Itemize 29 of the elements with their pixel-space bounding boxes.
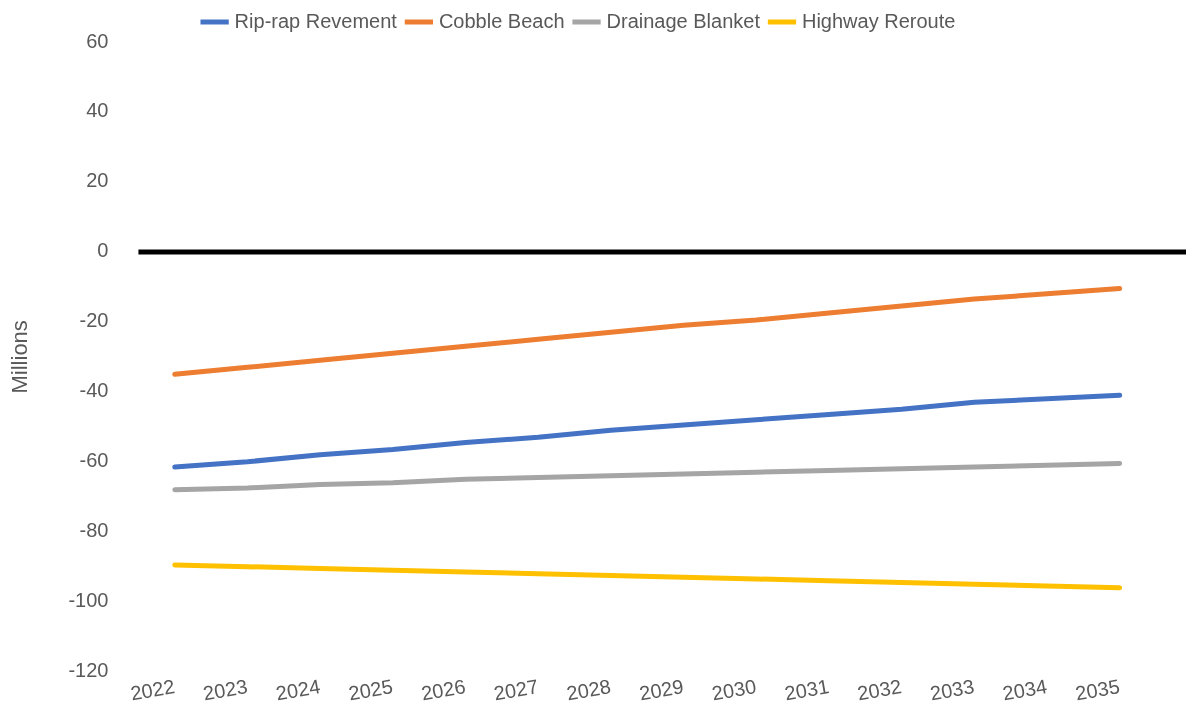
y-tick-label: -80	[79, 519, 109, 542]
y-tick-label: 60	[86, 29, 109, 52]
x-tick-label: 2030	[710, 675, 758, 705]
x-tick-label: 2023	[201, 675, 250, 705]
legend-label: Cobble Beach	[438, 9, 565, 32]
y-tick-label: 40	[86, 99, 109, 122]
legend-label: Rip-rap Revement	[234, 9, 398, 32]
x-tick-label: 2029	[637, 675, 686, 705]
x-tick-label: 2022	[128, 675, 177, 705]
x-tick-label: 2031	[782, 675, 831, 705]
legend-label: Highway Reroute	[801, 9, 956, 32]
x-tick-label: 2033	[928, 675, 976, 705]
x-tick-label: 2027	[492, 675, 540, 705]
y-tick-label: -100	[68, 589, 109, 612]
x-tick-label: 2028	[564, 675, 613, 705]
y-tick-label: 0	[97, 239, 109, 262]
x-tick-label: 2025	[346, 675, 395, 705]
y-tick-label: 20	[86, 169, 109, 192]
x-tick-label: 2035	[1073, 675, 1122, 705]
y-tick-label: -60	[79, 449, 109, 472]
y-axis-title: Millions	[7, 320, 33, 394]
x-tick-label: 2032	[855, 675, 904, 705]
legend-label: Drainage Blanket	[606, 9, 761, 32]
x-tick-label: 2024	[274, 675, 322, 705]
x-tick-label: 2026	[419, 675, 468, 705]
y-tick-label: -40	[79, 379, 109, 402]
y-tick-label: -20	[79, 309, 109, 332]
x-tick-label: 2034	[1000, 675, 1049, 705]
y-tick-label: -120	[68, 659, 109, 682]
